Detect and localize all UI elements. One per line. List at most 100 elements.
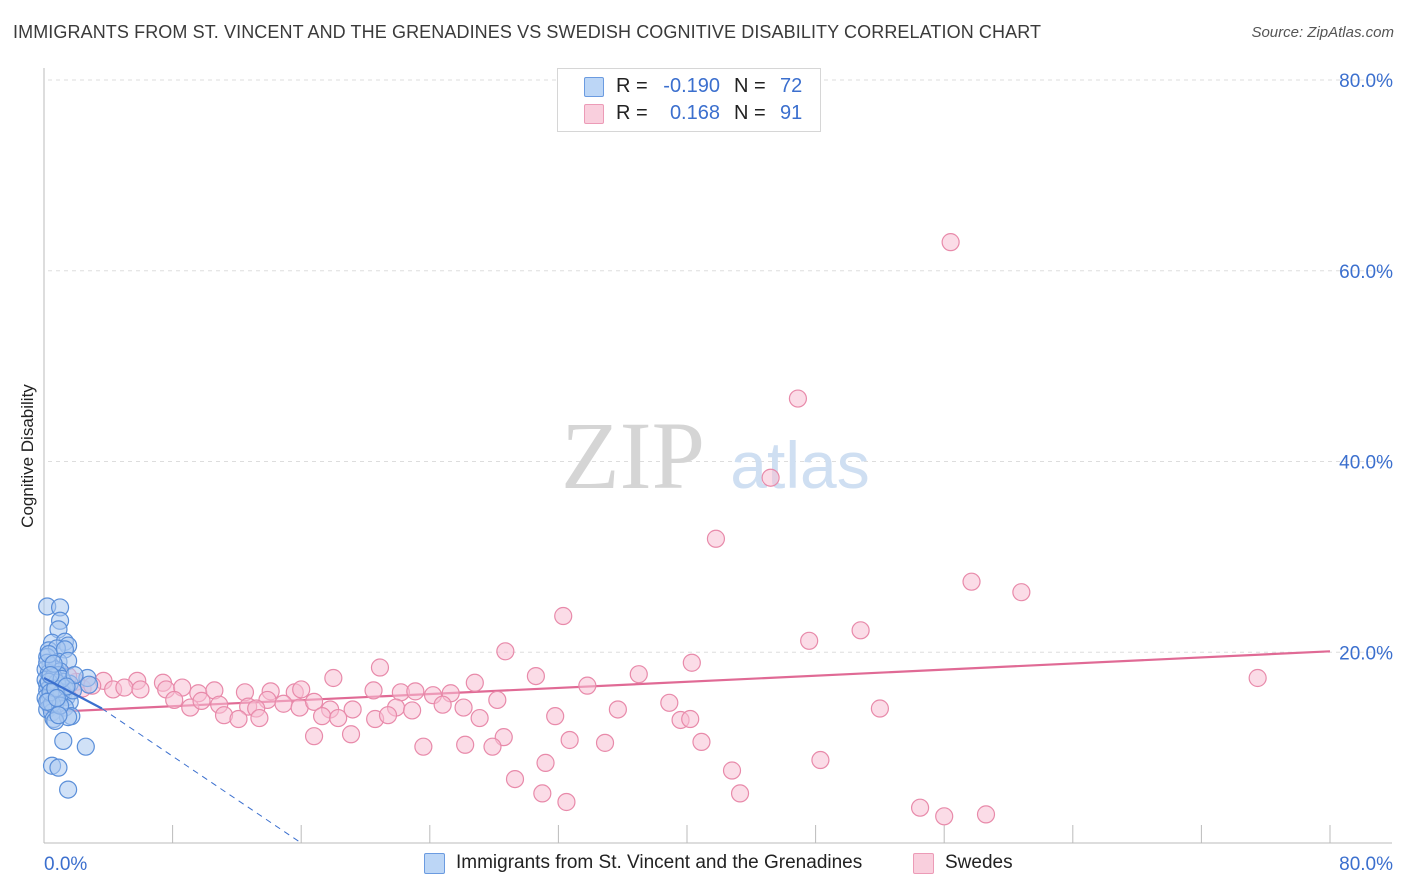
- legend-n-label: N =: [734, 75, 766, 97]
- swedes-point-84: [730, 784, 750, 803]
- immigrants-point-48: [54, 731, 73, 751]
- swedes-point-49: [304, 692, 324, 711]
- swedes-point-2: [761, 468, 780, 487]
- swedes-points: [59, 233, 1267, 826]
- watermark-atlas: atlas: [730, 428, 869, 502]
- swedes-point-54: [454, 698, 473, 717]
- swedes-point-9: [496, 642, 515, 661]
- y-tick-label-3: 80.0%: [1339, 71, 1393, 92]
- swedes-point-60: [250, 708, 269, 728]
- swedes-point-68: [681, 709, 700, 729]
- swedes-point-25: [131, 680, 150, 699]
- swedes-point-0: [941, 233, 960, 252]
- swedes-point-61: [312, 707, 332, 726]
- swedes-point-56: [608, 700, 627, 719]
- swedes-point-70: [341, 725, 361, 744]
- swedes-point-79: [536, 753, 555, 772]
- legend-swatch-pink: [584, 104, 604, 124]
- swedes-point-6: [554, 606, 573, 626]
- swedes-point-87: [935, 807, 954, 826]
- legend-r-label: R =: [616, 75, 648, 97]
- swedes-point-53: [433, 695, 452, 714]
- swedes-point-76: [414, 737, 433, 756]
- swedes-point-24: [115, 678, 134, 697]
- swedes-point-55: [488, 690, 507, 710]
- legend-r-label: R =: [616, 102, 648, 124]
- swedes-point-85: [557, 792, 576, 812]
- x-tick-label-max: 80.0%: [1339, 854, 1393, 875]
- immigrants-point-52: [59, 780, 78, 799]
- swedes-point-35: [406, 682, 425, 701]
- x-tick-label-min: 0.0%: [44, 854, 87, 875]
- swedes-point-33: [364, 681, 383, 700]
- axes: [43, 68, 1392, 844]
- source-label: Source: ZipAtlas.com: [1251, 24, 1394, 41]
- swedes-point-80: [811, 750, 830, 770]
- trend-lines: [43, 650, 1331, 844]
- swedes-point-15: [324, 668, 343, 688]
- swedes-point-40: [165, 690, 184, 710]
- swedes-point-11: [370, 658, 390, 677]
- immigrants-point-67: [49, 706, 68, 725]
- bottom-legend-label: Immigrants from St. Vincent and the Gren…: [456, 852, 863, 873]
- y-axis-label: Cognitive Disability: [18, 384, 37, 528]
- swedes-point-90: [403, 701, 422, 720]
- y-tick-label-0: 20.0%: [1339, 643, 1393, 664]
- legend-swatch-blue: [584, 77, 604, 97]
- swedes-point-86: [910, 798, 930, 817]
- swedes-point-78: [483, 737, 502, 756]
- swedes-point-13: [526, 666, 545, 686]
- chart-title: IMMIGRANTS FROM ST. VINCENT AND THE GREN…: [13, 22, 1042, 42]
- swedes-point-57: [660, 693, 679, 712]
- immigrants-point-71: [47, 688, 66, 708]
- swedes-point-75: [692, 732, 711, 752]
- swedes-point-3: [706, 529, 726, 548]
- swedes-point-62: [329, 708, 348, 728]
- swedes-point-77: [456, 735, 475, 754]
- swedes-point-8: [800, 631, 819, 650]
- bottom-legend-label: Swedes: [945, 852, 1013, 873]
- swedes-point-14: [1248, 668, 1267, 688]
- gridlines: [48, 79, 1392, 653]
- swedes-point-5: [1012, 583, 1031, 602]
- swedes-point-82: [505, 769, 525, 789]
- swedes-point-51: [343, 700, 362, 719]
- swedes-point-69: [870, 699, 890, 718]
- swedes-point-65: [470, 708, 489, 728]
- legend-r-value: 0.168: [669, 102, 720, 124]
- swedes-point-12: [629, 665, 648, 684]
- y-tick-label-2: 60.0%: [1339, 262, 1393, 283]
- immigrants-trend-line: [43, 677, 103, 710]
- swedes-point-4: [962, 572, 981, 591]
- legend-n-label: N =: [734, 102, 766, 124]
- swedes-point-1: [788, 389, 808, 408]
- legend-n-value: 72: [780, 75, 803, 97]
- immigrants-point-26: [79, 675, 99, 694]
- swedes-point-89: [292, 680, 311, 699]
- swedes-point-64: [378, 706, 398, 725]
- immigrants-point-49: [76, 737, 95, 756]
- swedes-point-83: [533, 784, 552, 803]
- y-tick-label-1: 40.0%: [1339, 453, 1393, 474]
- swedes-point-42: [192, 691, 211, 710]
- swedes-point-73: [560, 730, 579, 750]
- swedes-point-10: [682, 653, 701, 672]
- swedes-point-38: [465, 673, 484, 692]
- swedes-point-81: [722, 761, 742, 780]
- swedes-point-71: [304, 727, 324, 746]
- swedes-point-88: [976, 805, 996, 824]
- swedes-point-59: [229, 709, 248, 729]
- immigrants-point-51: [49, 758, 68, 777]
- stats-legend: R = -0.190 N = 72 R = 0.168 N = 91: [557, 68, 821, 132]
- swedes-point-47: [274, 694, 293, 713]
- watermark-zip: ZIP: [561, 402, 705, 509]
- bottom-legend-swatch-pink: [913, 853, 934, 874]
- swedes-point-74: [595, 733, 615, 752]
- tick-labels: 20.0% 40.0% 60.0% 80.0% 0.0% 80.0%: [44, 71, 1393, 875]
- legend-r-value: -0.190: [663, 75, 720, 97]
- swedes-point-7: [851, 621, 870, 640]
- swedes-point-39: [578, 676, 597, 695]
- immigrants-points: [36, 597, 103, 799]
- bottom-legend-swatch-blue: [424, 853, 445, 874]
